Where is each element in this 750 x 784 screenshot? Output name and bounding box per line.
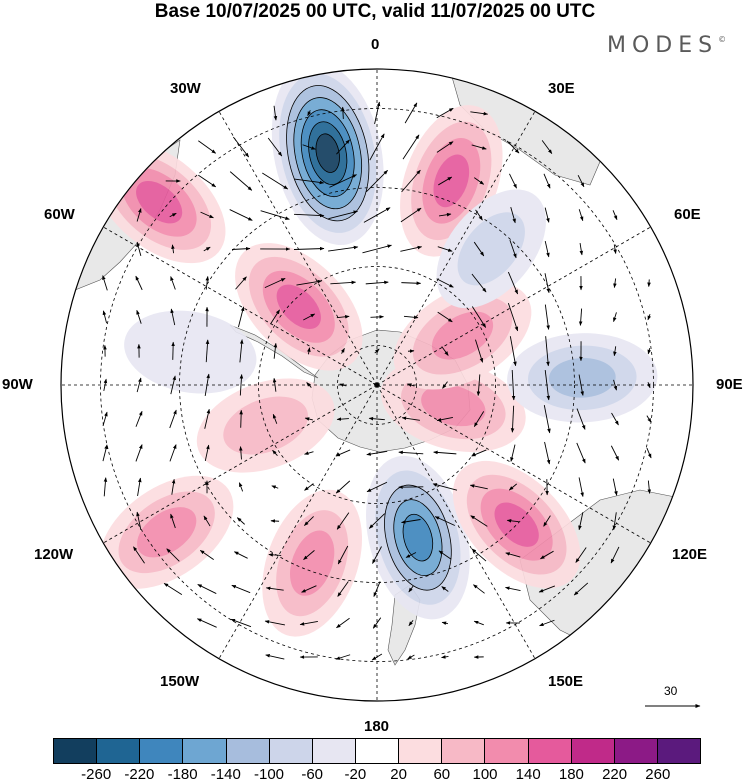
map-disc	[60, 51, 693, 701]
lon-label-90w: 90W	[2, 376, 33, 394]
reference-vector-label: 30	[664, 684, 677, 698]
colorbar-swatch	[442, 739, 485, 763]
colorbar-tick-label: -220	[124, 766, 154, 783]
colorbar-tick-label: 220	[602, 766, 627, 783]
colorbar	[53, 738, 701, 764]
colorbar-tick-label: 100	[472, 766, 497, 783]
lon-label-0: 0	[371, 36, 379, 54]
lon-label-120e: 120E	[672, 546, 707, 564]
colorbar-tick-label: 260	[645, 766, 670, 783]
colorbar-tick-label: -140	[211, 766, 241, 783]
wind-vector-arrow	[649, 279, 650, 286]
lon-label-120w: 120W	[34, 546, 73, 564]
colorbar-tick-label: 140	[516, 766, 541, 783]
lon-label-150e: 150E	[548, 673, 583, 691]
south-pole-marker	[375, 383, 380, 388]
lon-label-30e: 30E	[548, 80, 575, 98]
colorbar-tick-label: -180	[168, 766, 198, 783]
lon-label-90e: 90E	[716, 376, 743, 394]
colorbar-swatch	[615, 739, 658, 763]
colorbar-swatch	[183, 739, 226, 763]
colorbar-swatch	[399, 739, 442, 763]
wind-vector-arrow	[241, 410, 242, 427]
lon-label-150w: 150W	[160, 673, 199, 691]
colorbar-labels: -260 -220 -180 -140 -100 -60 -20 20 60 100 140 180 2…	[53, 766, 701, 784]
colorbar-swatch	[140, 739, 183, 763]
colorbar-swatch	[97, 739, 140, 763]
colorbar-swatch	[270, 739, 313, 763]
colorbar-swatch	[54, 739, 97, 763]
colorbar-tick-label: -60	[301, 766, 323, 783]
wind-vector-arrow	[271, 521, 279, 522]
lon-label-180: 180	[364, 718, 389, 736]
colorbar-swatch	[356, 739, 399, 763]
colorbar-swatch	[572, 739, 615, 763]
colorbar-tick-label: 20	[390, 766, 407, 783]
colorbar-tick-label: -260	[81, 766, 111, 783]
lon-label-60w: 60W	[44, 206, 75, 224]
lon-label-30w: 30W	[170, 80, 201, 98]
wind-vector-arrow	[408, 351, 414, 352]
colorbar-tick-label: -100	[254, 766, 284, 783]
colorbar-swatch	[529, 739, 572, 763]
colorbar-swatch	[313, 739, 356, 763]
colorbar-tick-label: -20	[345, 766, 367, 783]
colorbar-tick-label: 180	[559, 766, 584, 783]
colorbar-swatch	[658, 739, 700, 763]
colorbar-tick-label: 60	[433, 766, 450, 783]
colorbar-swatch	[227, 739, 270, 763]
colorbar-swatch	[485, 739, 528, 763]
lon-label-60e: 60E	[674, 206, 701, 224]
